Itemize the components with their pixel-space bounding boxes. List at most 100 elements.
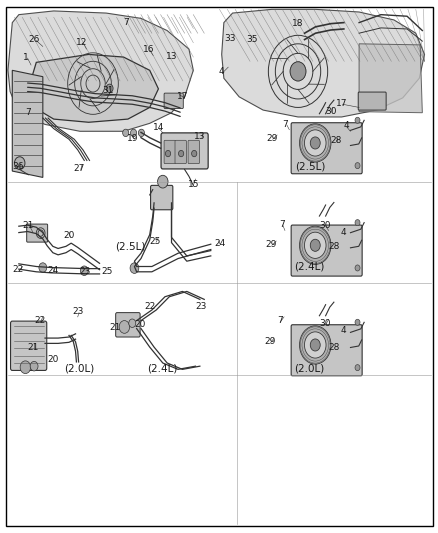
Text: 4: 4 [340,326,346,335]
Circle shape [80,266,88,276]
Text: 21: 21 [27,343,39,352]
Polygon shape [221,10,424,117]
FancyBboxPatch shape [164,140,175,164]
Text: 24: 24 [213,239,225,248]
Text: 30: 30 [325,107,336,116]
Text: 17: 17 [335,99,346,108]
Text: 12: 12 [76,38,88,47]
FancyBboxPatch shape [187,140,199,164]
Text: 4: 4 [343,122,348,131]
Circle shape [354,117,359,123]
FancyBboxPatch shape [11,321,47,370]
Circle shape [122,129,128,136]
Text: 4: 4 [340,228,346,237]
FancyBboxPatch shape [290,225,361,276]
Circle shape [130,263,138,273]
FancyBboxPatch shape [175,140,186,164]
Text: 28: 28 [330,136,341,145]
Text: 21: 21 [109,323,120,332]
Circle shape [310,137,319,149]
Circle shape [20,361,31,374]
Text: 29: 29 [263,337,275,346]
Text: 33: 33 [224,34,236,43]
FancyBboxPatch shape [161,133,208,169]
Text: 28: 28 [327,343,339,352]
Text: 20: 20 [63,231,74,240]
Text: 31: 31 [102,86,114,95]
Circle shape [304,130,325,156]
Text: 36: 36 [12,163,24,171]
Text: 4: 4 [219,67,224,76]
Text: (2.0L): (2.0L) [64,364,94,373]
FancyBboxPatch shape [357,92,385,110]
Text: 28: 28 [327,242,339,251]
Circle shape [290,62,305,81]
Text: 7: 7 [276,316,282,325]
Circle shape [354,220,359,225]
Text: 13: 13 [166,52,177,61]
Text: 7: 7 [279,220,284,229]
Text: 22: 22 [34,316,45,325]
Circle shape [128,319,135,327]
Text: 25: 25 [149,237,160,246]
Text: 22: 22 [144,302,155,311]
Text: 25: 25 [101,268,113,276]
Circle shape [299,124,330,162]
Text: 18: 18 [292,19,303,28]
Text: 30: 30 [318,221,330,230]
Text: 17: 17 [176,92,188,101]
Text: 19: 19 [126,134,138,143]
Text: (2.4L): (2.4L) [293,262,323,271]
Text: 26: 26 [28,35,40,44]
FancyBboxPatch shape [164,93,183,109]
Text: 15: 15 [187,180,198,189]
Circle shape [39,263,47,272]
FancyBboxPatch shape [290,325,361,376]
Text: 1: 1 [22,53,28,62]
Circle shape [106,84,113,93]
Circle shape [30,361,38,371]
FancyBboxPatch shape [27,224,47,242]
Circle shape [138,129,144,136]
Text: 16: 16 [143,45,154,54]
Text: (2.5L): (2.5L) [115,241,145,252]
Circle shape [354,265,359,271]
Polygon shape [12,70,43,177]
Circle shape [310,239,319,252]
Text: 7: 7 [282,120,287,129]
Text: 13: 13 [194,132,205,141]
Text: 23: 23 [195,302,206,311]
Circle shape [310,339,319,351]
Text: 29: 29 [265,240,276,249]
Text: 20: 20 [47,355,58,364]
Circle shape [178,150,184,157]
Text: (2.4L): (2.4L) [146,364,177,373]
FancyBboxPatch shape [150,185,173,210]
FancyBboxPatch shape [290,123,361,174]
Circle shape [165,150,170,157]
Circle shape [14,157,25,169]
Text: 30: 30 [318,319,330,328]
Text: 27: 27 [73,164,85,173]
Text: 29: 29 [265,134,277,143]
Circle shape [130,129,136,136]
Polygon shape [28,54,158,122]
Polygon shape [8,11,193,131]
Text: 24: 24 [47,266,58,275]
Circle shape [299,226,330,264]
Circle shape [119,320,129,333]
Circle shape [304,332,325,358]
Text: (2.0L): (2.0L) [293,364,323,373]
Text: 22: 22 [12,265,24,273]
Text: (2.5L): (2.5L) [294,162,325,172]
Circle shape [304,232,325,259]
Circle shape [354,163,359,168]
Circle shape [354,319,359,325]
Circle shape [191,150,196,157]
Polygon shape [358,44,421,113]
Text: 14: 14 [152,123,164,132]
Circle shape [354,365,359,370]
Text: 7: 7 [123,18,128,27]
Text: 20: 20 [134,320,145,329]
Circle shape [157,175,168,188]
